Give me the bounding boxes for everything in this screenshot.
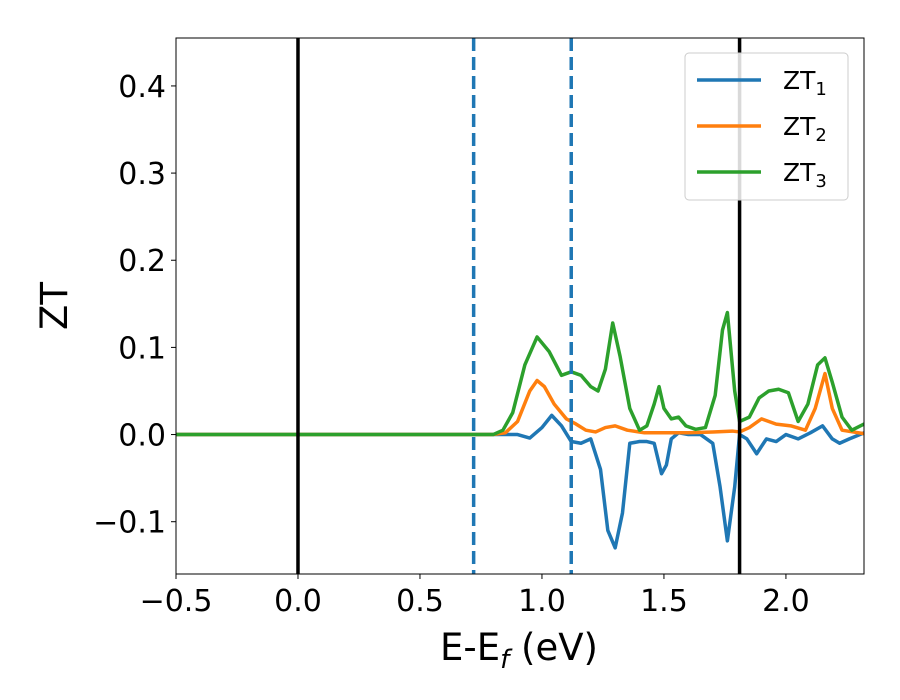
series-line-2 [176, 371, 864, 437]
series-line-1 [176, 413, 864, 550]
x-tick-label: 1.0 [518, 584, 566, 619]
x-axis: −0.5 0.0 0.5 1.0 1.5 2.0 [140, 574, 810, 619]
y-tick-label: −0.1 [93, 506, 166, 541]
legend: ZT1 ZT2 ZT3 [684, 52, 849, 201]
x-tick-label: −0.5 [140, 584, 213, 619]
plot-area [175, 37, 865, 575]
y-tick-label: 0.4 [118, 70, 166, 105]
plot-inner [176, 38, 864, 574]
x-tick-label: 2.0 [762, 584, 810, 619]
x-tick-label: 0.5 [396, 584, 444, 619]
y-tick-label: 0.1 [118, 331, 166, 366]
x-axis-label: E-Ef (eV) [440, 626, 598, 675]
x-tick-label: 1.5 [640, 584, 688, 619]
x-tick-label: 0.0 [274, 584, 322, 619]
legend-label-2: ZT2 [783, 112, 827, 146]
y-tick-label: 0.3 [118, 157, 166, 192]
legend-label-1: ZT1 [783, 66, 827, 100]
y-axis-label: ZT [33, 282, 76, 330]
series-line-3 [176, 310, 864, 437]
y-tick-label: 0.2 [118, 244, 166, 279]
legend-label-3: ZT3 [783, 158, 827, 192]
y-tick-label: 0.0 [118, 419, 166, 454]
legend-box [684, 52, 849, 201]
y-axis: −0.1 0.0 0.1 0.2 0.3 0.4 [93, 70, 176, 541]
plot-frame [175, 37, 865, 575]
